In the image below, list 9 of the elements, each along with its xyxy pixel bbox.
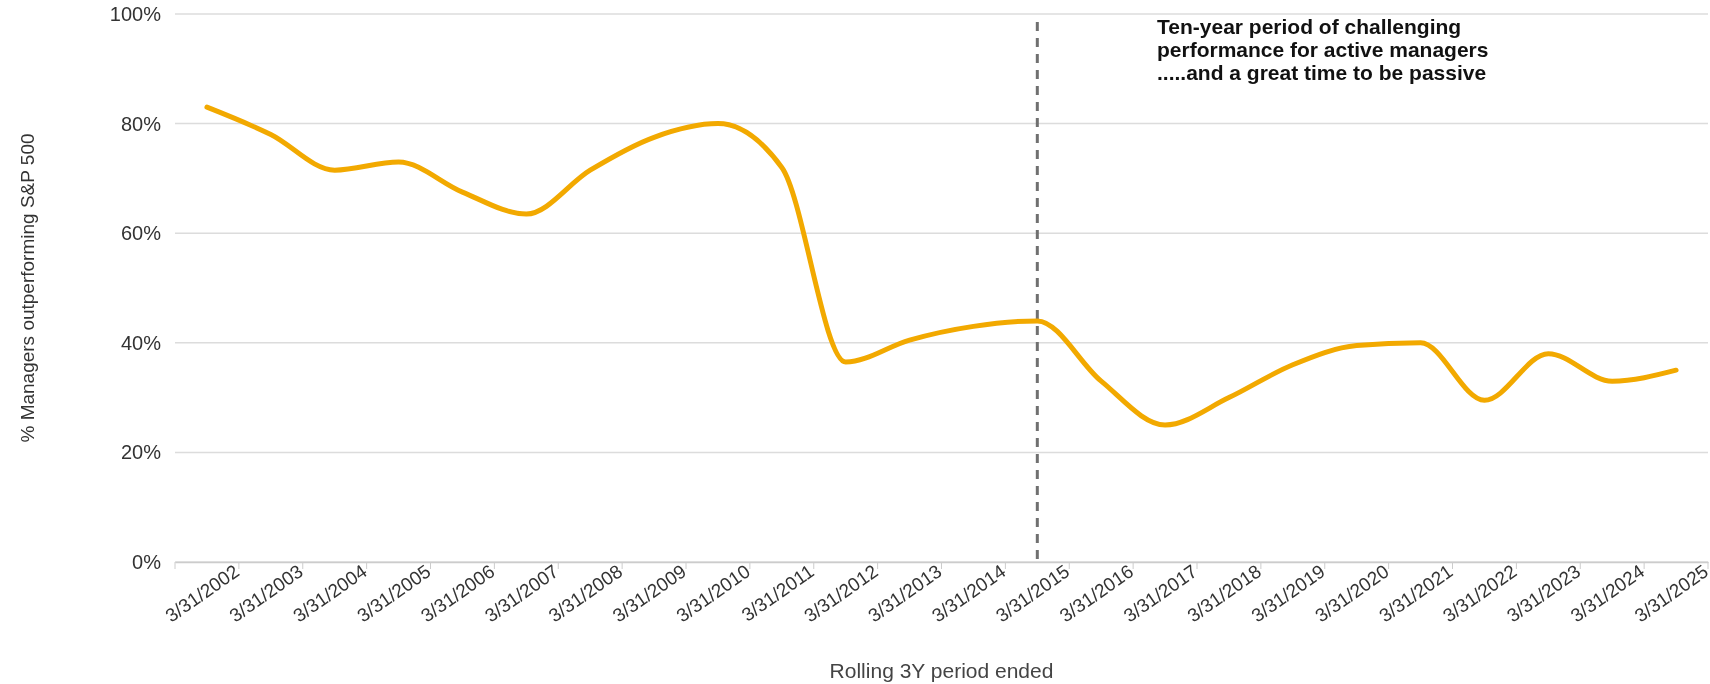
x-axis-title: Rolling 3Y period ended: [829, 659, 1054, 682]
y-axis-title: % Managers outperforming S&P 500: [17, 133, 38, 443]
y-tick-label: 80%: [120, 112, 162, 135]
y-tick-label: 100%: [109, 2, 162, 25]
annotation: Ten-year period of challenging performance for active managers .....and a great time to be passive: [1157, 15, 1489, 84]
y-tick-label: 0%: [132, 550, 162, 573]
y-tick-label: 60%: [120, 222, 162, 245]
y-tick-label: 20%: [120, 441, 162, 464]
y-tick-label: 40%: [120, 331, 162, 354]
